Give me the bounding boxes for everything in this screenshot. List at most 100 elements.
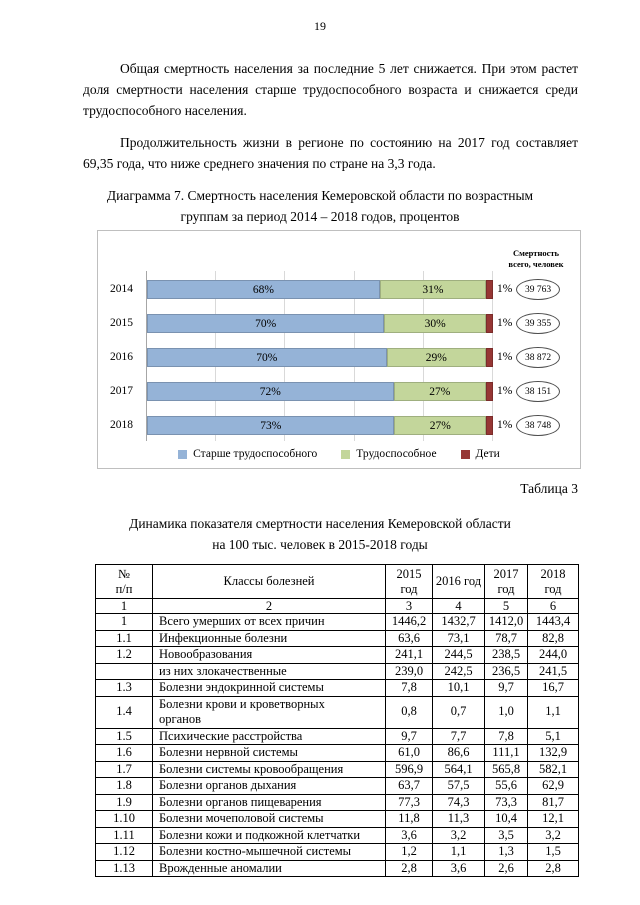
table-cell-value: 5,1 [527, 727, 579, 745]
table-header-cell: Классы болезней [152, 564, 386, 599]
table-cell-num: 1.12 [95, 843, 153, 861]
table-cell-value: 7,8 [385, 679, 433, 697]
table-row: 1.9 Болезни органов пищеварения 77,3 74,3 73… [95, 793, 579, 811]
legend-label-older: Старше трудоспособного [193, 448, 318, 460]
table-numbering-cell: 6 [527, 598, 579, 614]
table-numbering-cell: 1 [95, 598, 153, 614]
chart-bar: 70% 30% [147, 314, 493, 333]
legend-item-older: Старше трудоспособного [178, 448, 317, 460]
chart-total-badge: 38 151 [516, 381, 560, 402]
legend-label-children: Дети [475, 448, 500, 460]
table-cell-value: 57,5 [432, 777, 485, 795]
table-cell-name: Инфекционные болезни [152, 629, 386, 647]
table-caption: Динамика показателя смертности населения… [0, 513, 640, 555]
table-cell-name: из них злокачественные [152, 662, 386, 680]
legend-swatch-working [341, 449, 351, 459]
table-cell-name: Психические расстройства [152, 727, 386, 745]
chart-bar-segment-older: 72% [147, 382, 394, 401]
table-row: 1.2 Новообразования 241,1 244,5 238,5 244,0 [95, 646, 579, 664]
table-cell-num: 1.4 [95, 695, 153, 729]
table-row: 1.11 Болезни кожи и подкожной клетчатки 3,… [95, 826, 579, 844]
table-cell-value: 3,6 [385, 826, 433, 844]
table-cell-value: 3,2 [432, 826, 485, 844]
chart-bar-segment-children [486, 348, 493, 367]
table-label: Таблица 3 [520, 481, 578, 496]
chart-bar-segment-children [486, 314, 493, 333]
chart-row: 2014 68% 31% 1% 39 763 [98, 279, 580, 300]
table-caption-line-1: Динамика показателя смертности населения… [129, 516, 511, 531]
chart-year-label: 2014 [110, 283, 133, 295]
table-cell-num: 1.6 [95, 744, 153, 762]
table-cell-value: 1,1 [527, 695, 579, 729]
chart-outside-label: 1% [497, 419, 513, 431]
chart-bar-segment-children [486, 280, 493, 299]
table-cell-value: 3,6 [432, 859, 485, 877]
table-header-cell: № п/п [95, 564, 153, 599]
legend-swatch-children [460, 449, 470, 459]
table-cell-value: 74,3 [432, 793, 485, 811]
table-row: 1 Всего умерших от всех причин 1446,2 1432,… [95, 613, 579, 631]
table-cell-num: 1.2 [95, 646, 153, 664]
table-cell-value: 244,5 [432, 646, 485, 664]
table-cell-name: Врожденные аномалии [152, 859, 386, 877]
table-cell-value: 2,8 [385, 859, 433, 877]
table-cell-value: 0,7 [432, 695, 485, 729]
table-cell-value: 596,9 [385, 760, 433, 778]
table-cell-value: 12,1 [527, 810, 579, 828]
chart-bar: 68% 31% [147, 280, 493, 299]
chart-bar-segment-working: 30% [384, 314, 486, 333]
table-cell-value: 1,1 [432, 843, 485, 861]
table-cell-num: 1 [95, 613, 153, 631]
table-cell-value: 238,5 [484, 646, 528, 664]
table-cell-value: 63,6 [385, 629, 433, 647]
chart-total-badge: 39 763 [516, 279, 560, 300]
table-cell-name: Болезни системы кровообращения [152, 760, 386, 778]
chart-row: 2017 72% 27% 1% 38 151 [98, 381, 580, 402]
chart-caption-line-2: группам за период 2014 – 2018 годов, про… [180, 209, 460, 224]
table-cell-num: 1.11 [95, 826, 153, 844]
table-cell-value: 241,5 [527, 662, 579, 680]
table-cell-num: 1.13 [95, 859, 153, 877]
table-caption-line-2: на 100 тыс. человек в 2015-2018 годы [212, 537, 428, 552]
legend-item-children: Дети [460, 448, 500, 460]
table-cell-name: Болезни эндокринной системы [152, 679, 386, 697]
table-row: 1.6 Болезни нервной системы 61,0 86,6 111,1 1… [95, 744, 579, 762]
table-numbering-cell: 3 [385, 598, 433, 614]
chart-year-label: 2018 [110, 419, 133, 431]
mortality-table: № п/п Классы болезней 2015 год 2016 год 2017… [95, 564, 579, 877]
table-row: 1.8 Болезни органов дыхания 63,7 57,5 55,6 62… [95, 777, 579, 795]
chart-bar: 72% 27% [147, 382, 493, 401]
legend-swatch-older [178, 449, 188, 459]
table-cell-value: 9,7 [385, 727, 433, 745]
chart-bar: 73% 27% [147, 416, 493, 435]
table-cell-name: Болезни органов дыхания [152, 777, 386, 795]
table-cell-value: 582,1 [527, 760, 579, 778]
table-cell-value: 82,8 [527, 629, 579, 647]
table-cell-value: 565,8 [484, 760, 528, 778]
chart-total-badge: 38 872 [516, 347, 560, 368]
table-cell-name: Болезни органов пищеварения [152, 793, 386, 811]
chart-row: 2016 70% 29% 1% 38 872 [98, 347, 580, 368]
chart-total-badge: 39 355 [516, 313, 560, 334]
table-cell-value: 244,0 [527, 646, 579, 664]
table-cell-value: 73,1 [432, 629, 485, 647]
table-header-cell: 2017 год [484, 564, 528, 599]
table-row: 1.1 Инфекционные болезни 63,6 73,1 78,7 82,8 [95, 629, 579, 647]
paragraph-life-expectancy: Продолжительность жизни в регионе по сос… [83, 135, 578, 171]
table-cell-value: 1432,7 [432, 613, 485, 631]
table-cell-value: 55,6 [484, 777, 528, 795]
table-cell-num: 1.3 [95, 679, 153, 697]
table-cell-value: 3,5 [484, 826, 528, 844]
chart-bar-segment-working: 27% [394, 416, 486, 435]
chart-bar-segment-children [486, 416, 493, 435]
table-cell-num: 1.9 [95, 793, 153, 811]
table-cell-num: 1.1 [95, 629, 153, 647]
table-cell-value: 78,7 [484, 629, 528, 647]
chart-totals-header: Смертность всего, человек [508, 248, 564, 269]
table-cell-value: 1,3 [484, 843, 528, 861]
table-cell-num: 1.10 [95, 810, 153, 828]
table-cell-name: Болезни нервной системы [152, 744, 386, 762]
table-cell-value: 16,7 [527, 679, 579, 697]
